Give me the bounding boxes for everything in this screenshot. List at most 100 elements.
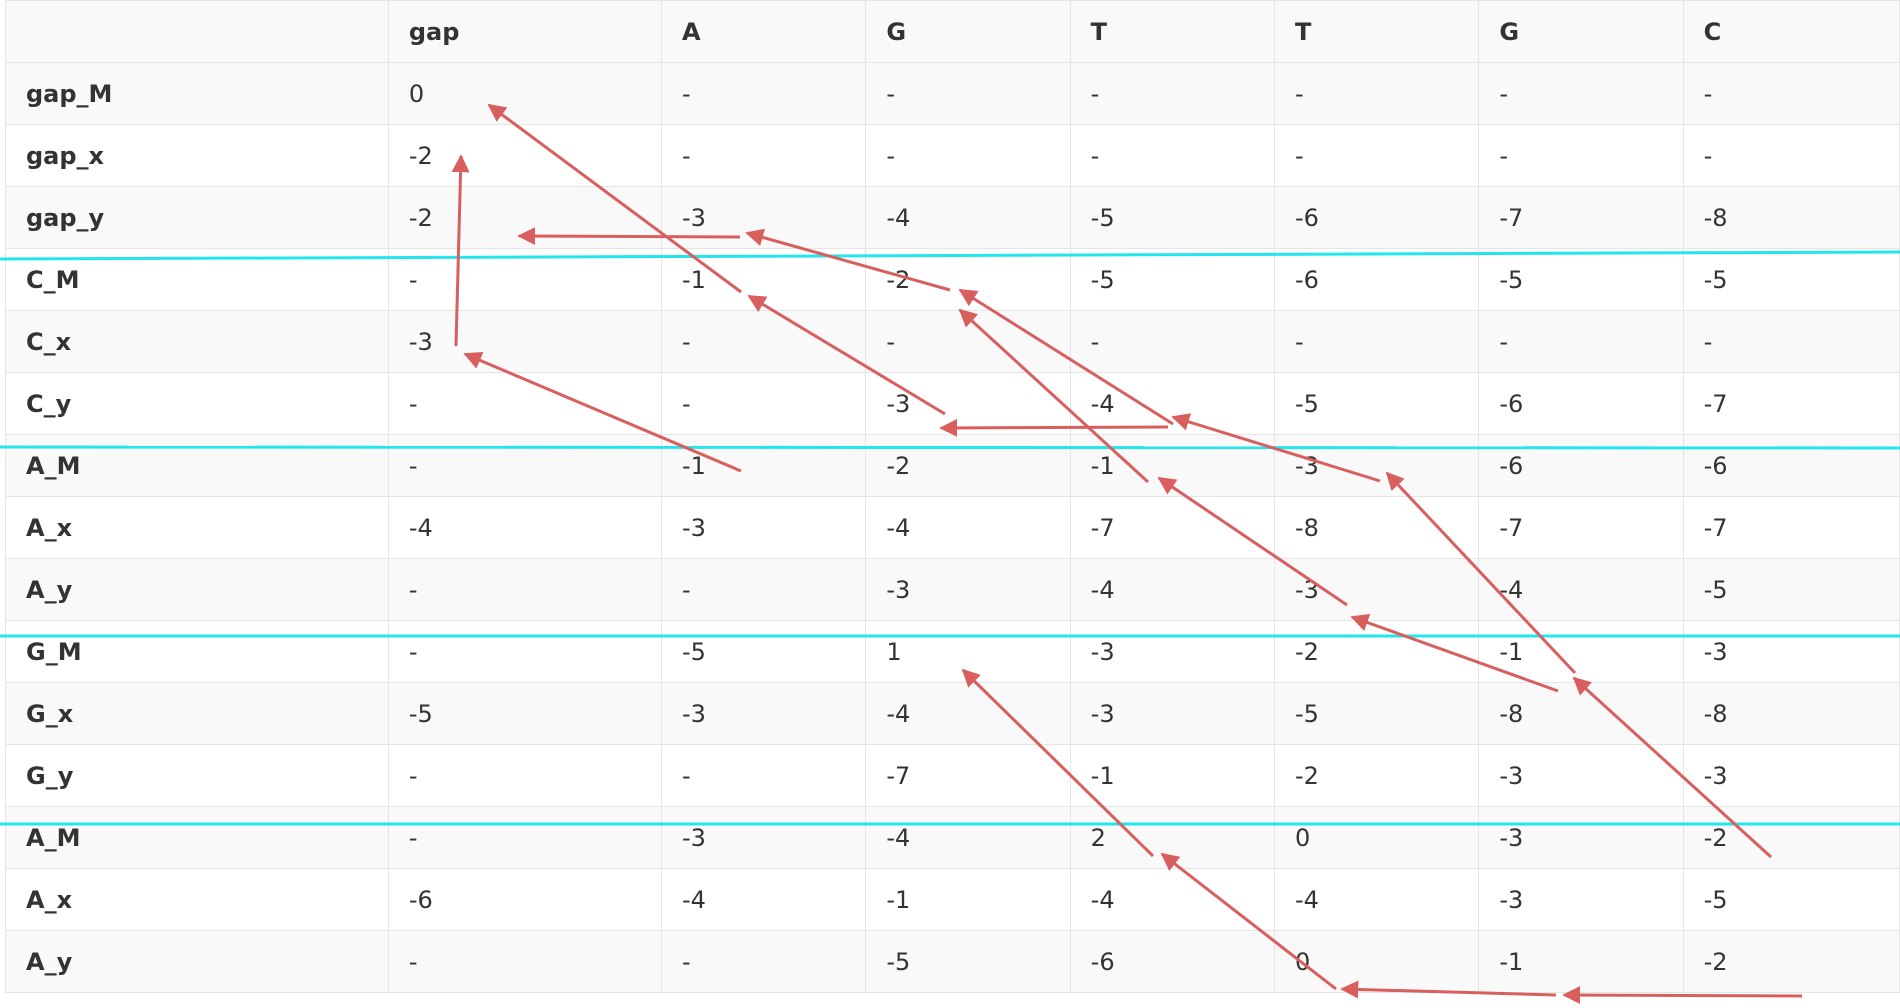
score-cell: - — [387, 248, 663, 311]
score-cell: - — [1478, 310, 1684, 373]
score-cell: -3 — [660, 682, 867, 745]
score-cell: -3 — [1069, 682, 1275, 745]
score-cell: -2 — [865, 434, 1071, 497]
score-cell: - — [660, 558, 867, 621]
row-label: A_x — [5, 496, 389, 559]
score-cell: -7 — [1682, 496, 1900, 559]
row-label: G_x — [5, 682, 389, 745]
score-cell: -3 — [660, 496, 867, 559]
score-cell: -4 — [660, 868, 867, 931]
table-row: gap_M 0- - - - - - — [5, 62, 1900, 125]
score-cell: 2 — [1069, 806, 1275, 869]
score-cell: -6 — [1273, 248, 1480, 311]
table-row: A_M - -3 -4 2 0 -3 -2 — [5, 806, 1900, 869]
score-cell: -1 — [1478, 620, 1684, 683]
score-cell: - — [865, 124, 1071, 187]
row-label: A_x — [5, 868, 389, 931]
score-cell: -4 — [865, 496, 1071, 559]
score-cell: -2 — [865, 248, 1071, 311]
score-cell: - — [660, 62, 867, 125]
score-cell: - — [1682, 124, 1900, 187]
score-cell: - — [1069, 62, 1275, 125]
column-header: T — [1273, 0, 1480, 63]
score-cell: -5 — [1273, 682, 1480, 745]
score-cell: -3 — [1478, 868, 1684, 931]
table-row: A_M - -1 -2 -1 -3 -6 -6 — [5, 434, 1900, 497]
row-label: C_M — [5, 248, 389, 311]
row-label: A_y — [5, 930, 389, 993]
score-cell: - — [660, 744, 867, 807]
score-cell: -3 — [660, 186, 867, 249]
row-label: G_M — [5, 620, 389, 683]
score-cell: -5 — [387, 682, 663, 745]
score-cell: - — [660, 124, 867, 187]
score-cell: - — [1682, 62, 1900, 125]
score-cell: -7 — [1478, 186, 1684, 249]
score-cell: -7 — [1682, 372, 1900, 435]
score-cell: - — [387, 806, 663, 869]
score-cell: -3 — [1478, 806, 1684, 869]
score-cell: -5 — [1069, 248, 1275, 311]
score-cell: - — [387, 744, 663, 807]
score-cell: - — [865, 310, 1071, 373]
score-cell: -7 — [865, 744, 1071, 807]
table-row: A_x -4 -3 -4 -7 -8 -7 -7 — [5, 496, 1900, 559]
score-cell: -3 — [865, 372, 1071, 435]
score-cell: -4 — [1273, 868, 1480, 931]
table-row: gap_y -2 -3 -4 -5 -6 -7 -8 — [5, 186, 1900, 249]
score-cell: -1 — [1069, 434, 1275, 497]
column-header: A — [660, 0, 867, 63]
score-cell: -2 — [1682, 806, 1900, 869]
score-cell: -1 — [660, 248, 867, 311]
score-cell: -1 — [865, 868, 1071, 931]
score-cell: 0 — [1273, 806, 1480, 869]
score-cell: -4 — [865, 806, 1071, 869]
score-cell: - — [387, 558, 663, 621]
score-cell: - — [1069, 310, 1275, 373]
row-label: A_M — [5, 806, 389, 869]
score-cell: -2 — [1273, 744, 1480, 807]
table-row: C_x -3- - - - - - — [5, 310, 1900, 373]
score-cell: -1 — [1069, 744, 1275, 807]
table-row: A_x -6 -4 -1 -4 -4 -3 -5 — [5, 868, 1900, 931]
score-cell: -3 — [1069, 620, 1275, 683]
score-cell: -5 — [1682, 248, 1900, 311]
score-cell: - — [387, 372, 663, 435]
score-cell: -3 — [865, 558, 1071, 621]
score-cell: -6 — [1273, 186, 1480, 249]
score-cell: -4 — [387, 496, 663, 559]
table-row: C_y - - -3 -4 -5 -6 -7 — [5, 372, 1900, 435]
score-cell: -1 — [660, 434, 867, 497]
score-cell: - — [865, 62, 1071, 125]
score-cell: -2 — [387, 186, 663, 249]
score-cell: -8 — [1682, 682, 1900, 745]
traceback-arrow — [1562, 986, 1803, 1005]
score-cell: -5 — [1682, 558, 1900, 621]
score-cell: -5 — [1478, 248, 1684, 311]
corner-header — [5, 0, 389, 63]
score-cell: - — [1273, 124, 1480, 187]
score-table: gap A G T T G C gap_M 0- - - - - - gap_x -2- - - - - - gap_y… — [5, 0, 1900, 993]
score-cell: - — [1273, 62, 1480, 125]
score-cell: -1 — [1478, 930, 1684, 993]
table-row: C_M - -1 -2 -5 -6 -5 -5 — [5, 248, 1900, 311]
score-cell: - — [1478, 62, 1684, 125]
score-cell: -3 — [1478, 744, 1684, 807]
column-header: G — [865, 0, 1071, 63]
score-cell: -8 — [1682, 186, 1900, 249]
table-row: A_y - - -3 -4 -3 -4 -5 — [5, 558, 1900, 621]
table-row: G_y - - -7 -1 -2 -3 -3 — [5, 744, 1900, 807]
score-cell: - — [660, 310, 867, 373]
score-cell: - — [1273, 310, 1480, 373]
row-label: A_M — [5, 434, 389, 497]
score-cell: -7 — [1478, 496, 1684, 559]
score-cell: -7 — [1069, 496, 1275, 559]
row-label: G_y — [5, 744, 389, 807]
score-cell: -3 — [1273, 434, 1480, 497]
column-header: G — [1478, 0, 1684, 63]
score-cell: -8 — [1273, 496, 1480, 559]
score-cell: -3 — [1682, 744, 1900, 807]
score-cell: - — [660, 930, 867, 993]
score-cell: -5 — [660, 620, 867, 683]
row-label: gap_M — [5, 62, 389, 125]
